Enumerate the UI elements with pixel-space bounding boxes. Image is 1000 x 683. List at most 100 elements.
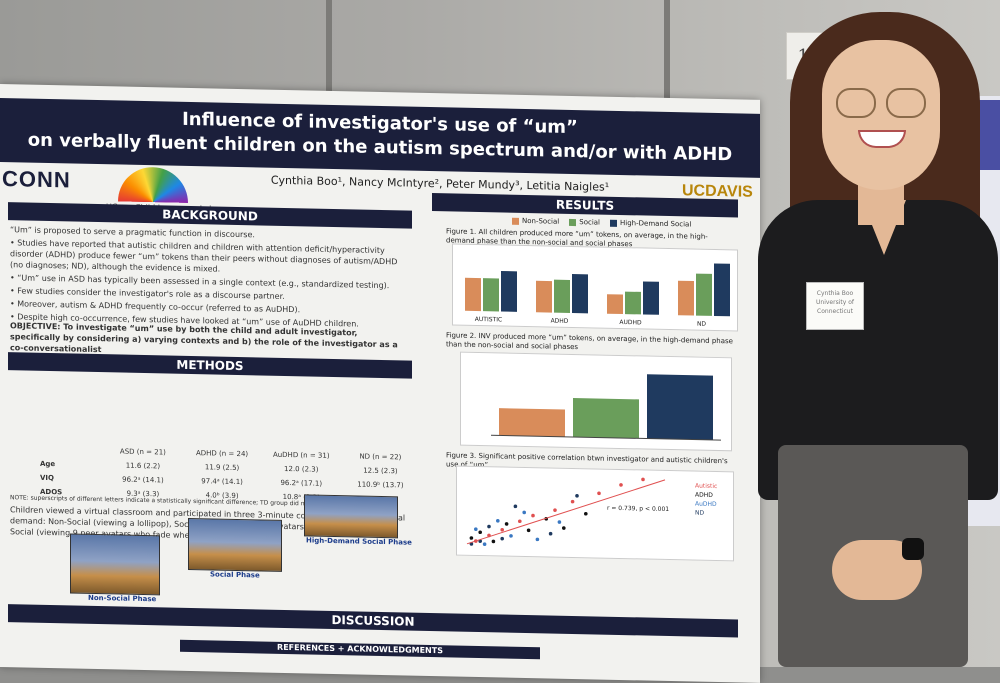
research-poster: Influence of investigator's use of “um” … (0, 84, 760, 683)
scatter-point (478, 530, 483, 535)
photo-caption: Social Phase (210, 570, 260, 580)
legend-label: Autistic (695, 483, 717, 490)
legend-label: Non-Social (522, 216, 560, 226)
background-text: “Um” is proposed to serve a pragmatic fu… (10, 224, 410, 332)
scatter-point (496, 518, 500, 523)
scatter-point (526, 528, 531, 533)
name-tag-affiliation: University of Connecticut (816, 299, 854, 315)
rainbow-logo-icon (118, 166, 188, 203)
scatter-point (469, 536, 474, 540)
table-cell: 11.9 (2.5) (204, 463, 240, 473)
scatter-point (522, 510, 526, 515)
bar (714, 263, 730, 317)
presenter-face (822, 40, 940, 190)
fig3-scatter-chart: r = 0.739, p < 0.001 Autistic ADHD AuDHD ND (456, 465, 734, 562)
table-cell: 97.4ᵃ (14.1) (201, 477, 243, 487)
scatter-point (597, 491, 601, 496)
tick-label: ADHD (551, 318, 569, 325)
table-cell: ASD (n = 21) (119, 447, 166, 457)
table-cell: 11.6 (2.2) (125, 461, 161, 471)
name-tag-name: Cynthia Boo (816, 290, 854, 297)
uconn-logo: CONN (2, 166, 71, 193)
discussion-heading: DISCUSSION (8, 604, 738, 638)
bar (536, 280, 552, 313)
table-cell: VIQ (40, 473, 54, 483)
legend-label: High-Demand Social (620, 218, 692, 229)
bar (499, 408, 565, 437)
bar (678, 280, 694, 316)
table-cell: 96.2ᵃ (17.1) (280, 478, 323, 488)
scatter-point (474, 527, 478, 532)
tick-label: AUTISTIC (475, 316, 502, 324)
legend-label: ND (695, 510, 704, 517)
tick-label: ND (697, 321, 706, 328)
scatter-point (482, 542, 487, 546)
bar (483, 278, 499, 312)
bar (465, 277, 481, 312)
name-tag: Cynthia Boo University of Connecticut (806, 282, 864, 330)
watch-icon (902, 538, 924, 560)
bar (696, 273, 712, 316)
fig2-bar-chart (460, 351, 732, 452)
bar (625, 291, 641, 315)
scatter-point (619, 483, 623, 487)
scatter-point (487, 524, 491, 529)
table-cell: ADHD (n = 24) (195, 449, 249, 459)
table-cell: Age (40, 459, 56, 469)
legend-label: ADHD (695, 492, 713, 499)
legend-swatch (569, 218, 577, 226)
author-list: Cynthia Boo¹, Nancy McIntyre², Peter Mun… (270, 173, 610, 194)
trend-line (466, 479, 666, 545)
bar (647, 374, 713, 440)
legend-swatch (512, 217, 519, 225)
scatter-point (500, 527, 505, 532)
references-heading: REFERENCES + ACKNOWLEDGMENTS (180, 639, 540, 660)
presenter-collar (862, 200, 906, 255)
legend-label: Social (579, 218, 601, 227)
scatter-point (584, 511, 588, 516)
bar (643, 281, 659, 315)
table-cell: ND (n = 22) (359, 452, 402, 462)
scatter-point (513, 504, 518, 509)
bar (554, 279, 570, 313)
legend-item: Non-Social (512, 217, 559, 226)
scatter-point (570, 499, 575, 504)
scatter-point (562, 526, 566, 530)
x-axis (491, 434, 721, 441)
legend-item: High-Demand Social (610, 218, 692, 229)
glasses-icon (836, 88, 876, 118)
scatter-point (641, 477, 645, 482)
table-cell: 12.5 (2.3) (363, 466, 398, 476)
background-bullet: • Studies have reported that autistic ch… (10, 238, 398, 274)
table-cell: 12.0 (2.3) (284, 464, 319, 474)
photo-caption: Non-Social Phase (88, 593, 157, 604)
table-cell: 96.2ᵃ (14.1) (122, 475, 164, 485)
scatter-point (500, 536, 505, 541)
legend-item: Social (569, 218, 600, 227)
poster-title: Influence of investigator's use of “um” … (0, 98, 760, 178)
scatter-point (557, 520, 562, 524)
bar (501, 270, 517, 312)
bar (572, 273, 588, 314)
scatter-point (491, 539, 496, 544)
scatter-point (518, 519, 522, 524)
classroom-photo (70, 533, 160, 596)
tick-label: AUDHD (619, 319, 642, 326)
scatter-point (548, 531, 553, 536)
classroom-photo (188, 517, 282, 572)
legend-swatch (610, 219, 618, 227)
bar (607, 294, 623, 315)
scatter-point (509, 534, 513, 538)
legend-label: AuDHD (695, 501, 717, 508)
table-cell: AuDHD (n = 31) (272, 450, 330, 460)
classroom-photo (304, 494, 398, 539)
correlation-annotation: r = 0.739, p < 0.001 (607, 505, 669, 513)
table-cell: 110.9ᵇ (13.7) (357, 480, 404, 490)
bar (573, 398, 639, 439)
photo-caption: High-Demand Social Phase (306, 536, 412, 547)
scatter-point (575, 494, 579, 498)
scatter-point (531, 513, 535, 518)
fig1-legend: Non-Social Social High-Demand Social (512, 217, 692, 229)
table-cell (40, 450, 103, 451)
glasses-icon (886, 88, 926, 118)
